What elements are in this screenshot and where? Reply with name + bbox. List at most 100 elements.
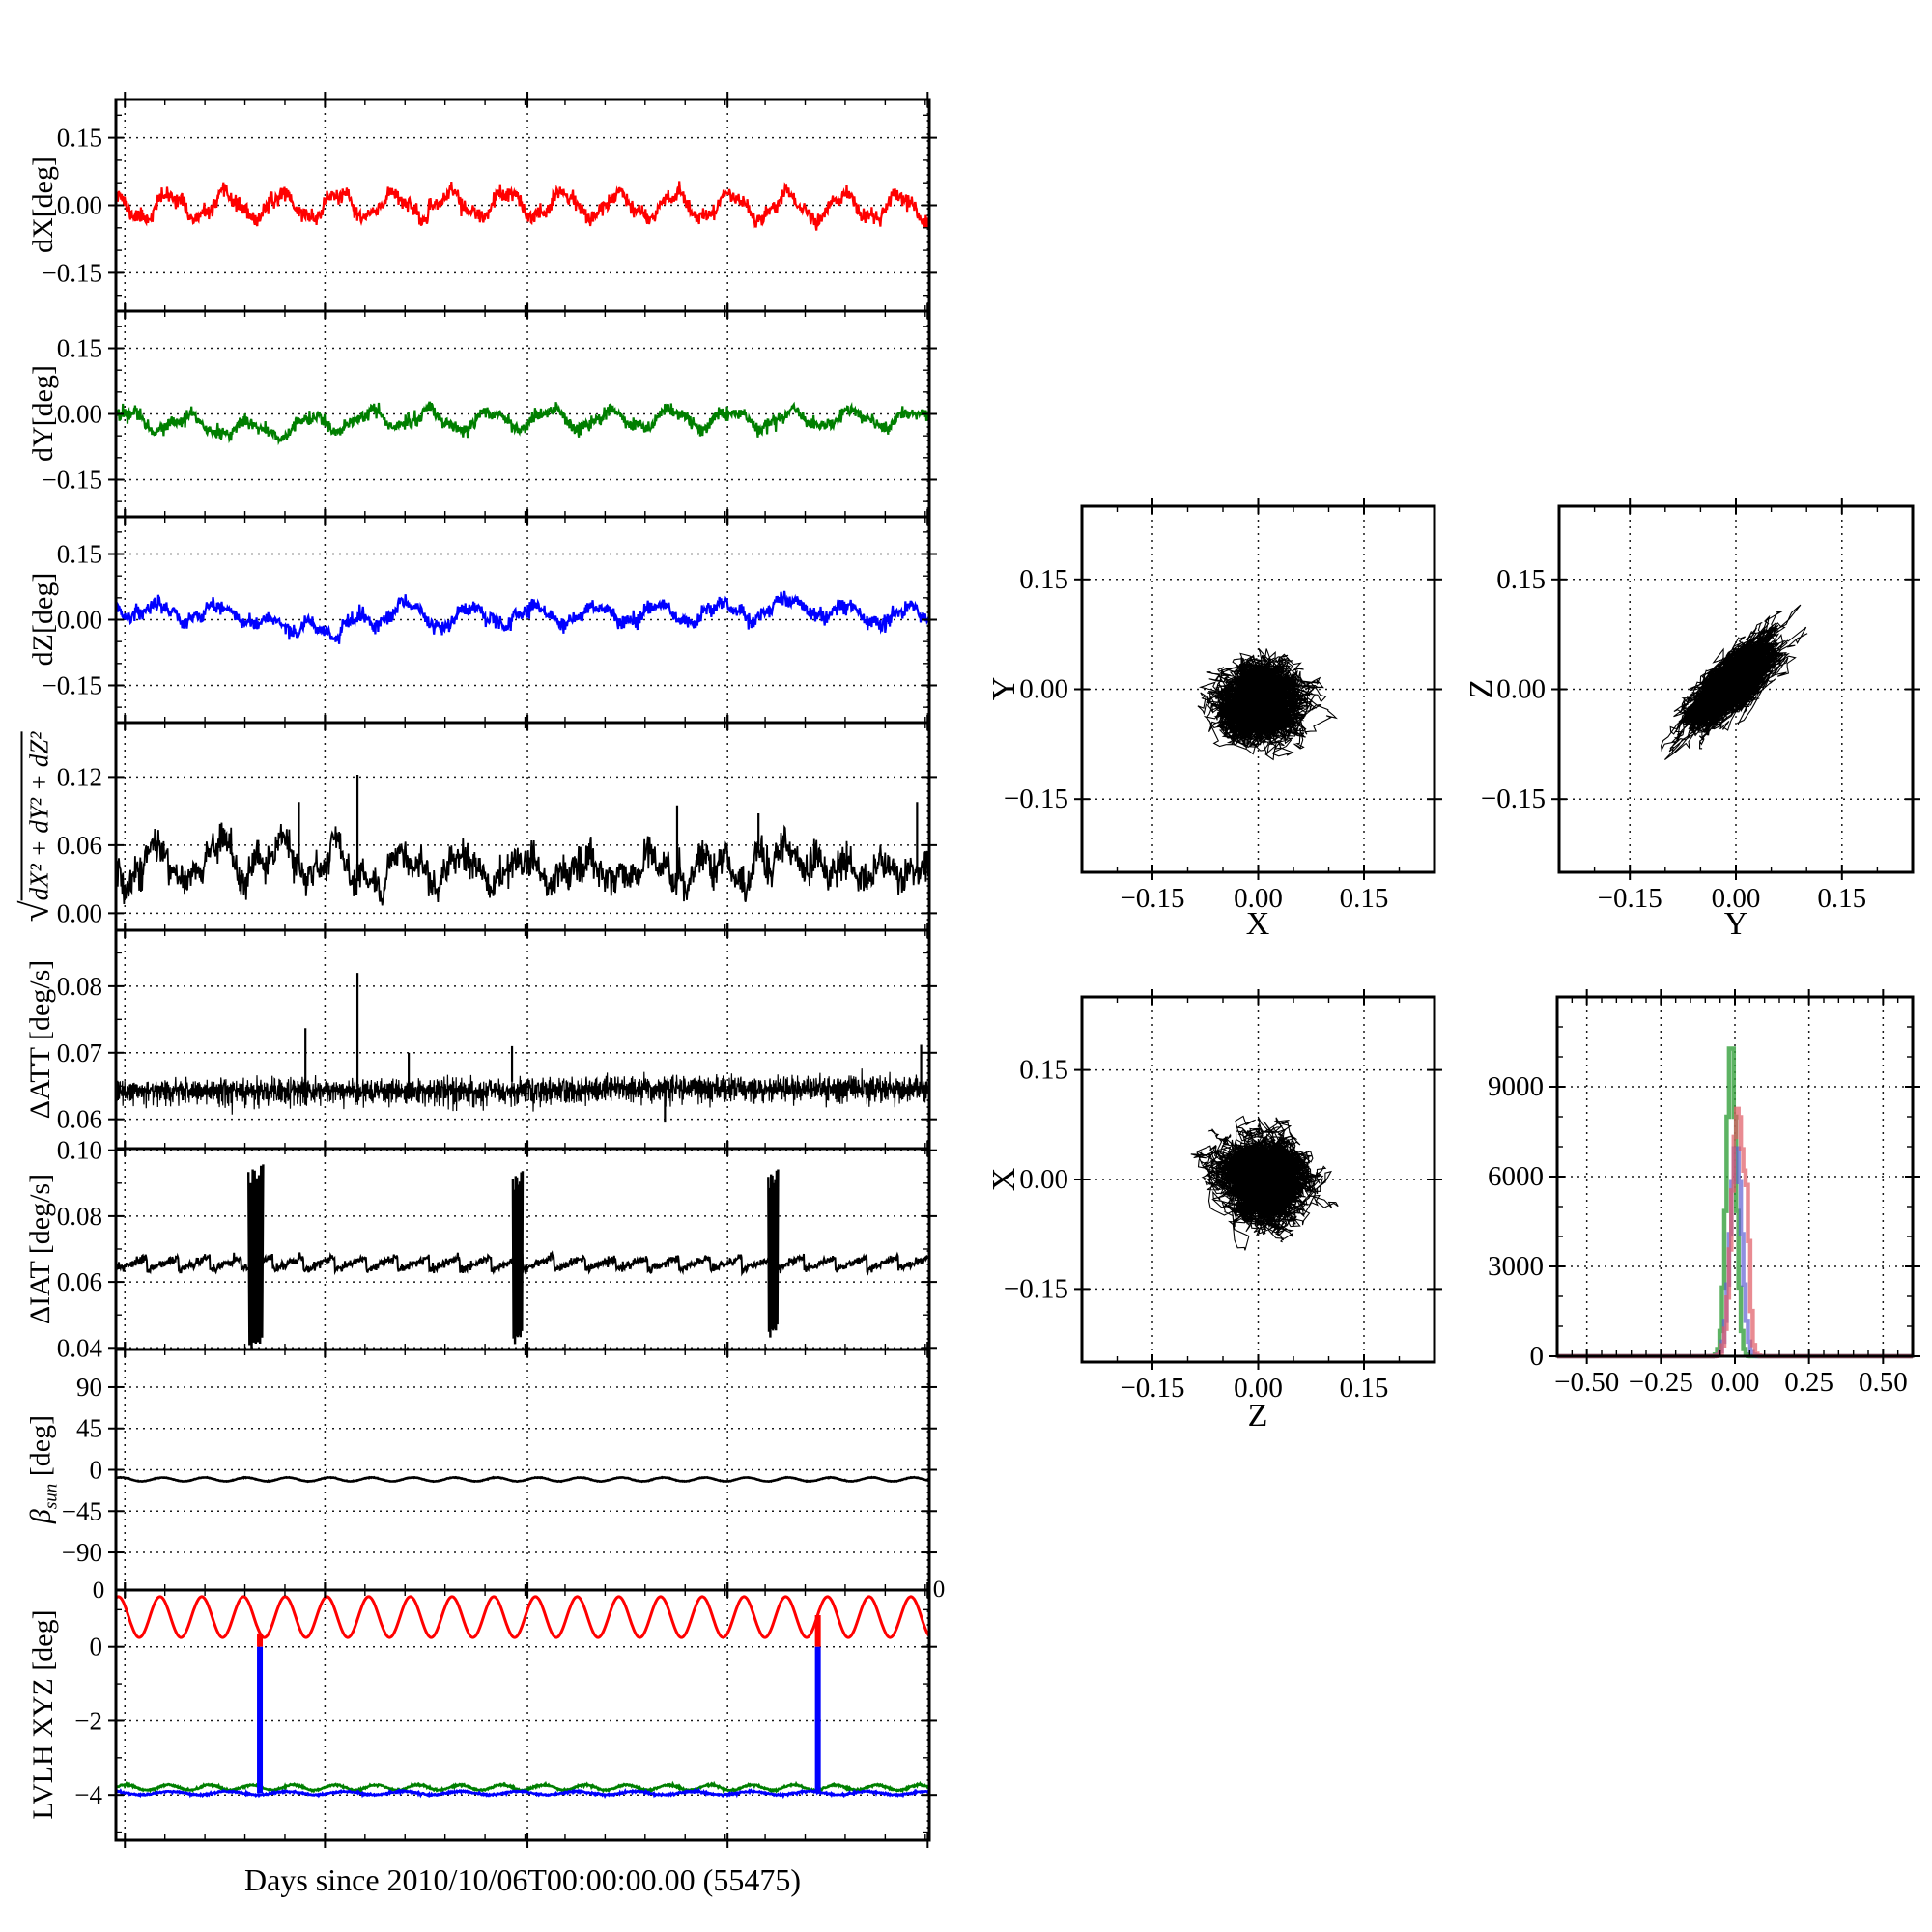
series-line-0 xyxy=(114,590,931,644)
scatter-y-label-text: Y xyxy=(986,676,1022,701)
x-axis-label-days: Days since 2010/10/06T00:00:00.00 (55475… xyxy=(244,1862,801,1897)
y-tick-label: 0 xyxy=(90,1633,103,1662)
plot-area-dX-timeseries: 0.15 0.00 −0.15 xyxy=(43,92,937,319)
y-tick-label: 0.15 xyxy=(1496,564,1546,595)
panel-scatter-x-vs-z: 0.15 0.00 −0.15 −0.15 0.00 0.15 xyxy=(1004,989,1442,1404)
y-axis-label-beta-sun: βsun [deg] xyxy=(25,1415,63,1523)
plot-area-rss-timeseries: 0.12 0.06 0.00 xyxy=(57,715,937,938)
y-tick-label: −4 xyxy=(74,1780,102,1809)
beta-symbol: β xyxy=(24,1509,57,1524)
beta-subscript: sun xyxy=(41,1483,62,1510)
y-tick-label: 0.08 xyxy=(57,972,102,1001)
scatter-x-label-text: X xyxy=(986,1167,1022,1192)
y-tick-label: 0.00 xyxy=(57,400,102,429)
plot-area-delta-iat-timeseries: 0.10 0.08 0.06 0.04 xyxy=(57,1136,937,1362)
axes-border xyxy=(114,721,931,932)
panel-rss: 0.12 0.06 0.00 xyxy=(57,715,937,938)
series-line-0 xyxy=(115,1068,930,1115)
x-tick-label: −0.50 xyxy=(1554,1367,1619,1398)
x-tick-label: 0.50 xyxy=(1859,1367,1908,1398)
axes-border xyxy=(114,1588,931,1842)
scatter-core xyxy=(1228,1146,1304,1216)
y-tick-label: 0.00 xyxy=(57,606,102,635)
plot-area-scatter-y-vs-x: 0.15 0.00 −0.15 −0.15 0.00 0.15 xyxy=(1004,498,1442,914)
panel-delta-iat: 0.10 0.08 0.06 0.04 xyxy=(57,1136,937,1362)
y-tick-label: 45 xyxy=(76,1414,102,1443)
x-tick-label: −0.25 xyxy=(1629,1367,1693,1398)
y-tick-label: 0.00 xyxy=(1019,1164,1068,1195)
scatter-tail xyxy=(1215,1151,1239,1177)
panel-dx: 0.15 0.00 −0.15 xyxy=(43,92,937,319)
y-axis-label-delta-att-text: ΔATT [deg/s] xyxy=(24,959,56,1120)
x-tick-label: 0.00 xyxy=(1234,883,1283,914)
y-tick-label: 90 xyxy=(76,1373,102,1402)
y-tick-label: 0.00 xyxy=(1496,674,1546,705)
scatter-tail xyxy=(1275,671,1297,687)
y-tick-label: −45 xyxy=(62,1496,102,1525)
burst xyxy=(247,1164,265,1351)
plot-area-dZ-timeseries: 0.15 0.00 −0.15 xyxy=(43,509,937,730)
series-line-2 xyxy=(114,1786,930,1800)
y-tick-label: 0.00 xyxy=(57,191,102,220)
panel-beta-sun: 90 45 0 −45 −90 xyxy=(62,1342,937,1598)
y-axis-label-dz: dZ[deg] xyxy=(27,573,60,667)
sqrt-radical-sign: √ xyxy=(13,900,57,923)
series-line-0 xyxy=(115,1475,930,1484)
x-tick-label: −0.15 xyxy=(1120,1373,1184,1404)
x-tick-label: 0.15 xyxy=(1340,1373,1389,1404)
y-tick-label: 0.00 xyxy=(1019,674,1068,705)
x-tick-label: 0.25 xyxy=(1784,1367,1833,1398)
x-tick-label: 0.00 xyxy=(1234,1373,1283,1404)
x-tick-label: 0.00 xyxy=(1711,1367,1760,1398)
y-tick-label: −0.15 xyxy=(1481,783,1546,814)
y-axis-label-delta-iat-text: ΔIAT [deg/s] xyxy=(24,1173,56,1325)
y-tick-label: 0 xyxy=(1530,1341,1545,1372)
plot-area-scatter-x-vs-z: 0.15 0.00 −0.15 −0.15 0.00 0.15 xyxy=(1004,989,1442,1404)
y-axis-label-scatter-x: X xyxy=(986,1168,1023,1192)
beta-unit: [deg] xyxy=(24,1414,57,1484)
y-axis-label-dx: dX[deg] xyxy=(27,156,60,253)
x-axis-label-scatter-x1: X xyxy=(1245,906,1270,942)
y-axis-label-delta-iat: ΔIAT [deg/s] xyxy=(24,1174,57,1324)
scatter-tail xyxy=(1683,686,1710,710)
x-axis-label-scatter-z3: Z xyxy=(1247,1398,1268,1434)
y-tick-label: 0.15 xyxy=(1019,564,1068,595)
plot-area-scatter-z-vs-y: 0.15 0.00 −0.15 −0.15 0.00 0.15 xyxy=(1481,498,1920,914)
y-tick-label: 0.12 xyxy=(57,762,102,791)
y-tick-label: 0.15 xyxy=(57,540,102,569)
y-axis-label-lvlh: LVLH XYZ [deg] xyxy=(27,1609,60,1819)
y-axis-label-lvlh-text: LVLH XYZ [deg] xyxy=(27,1609,59,1820)
x-tick-label: 0.15 xyxy=(1817,883,1866,914)
plot-area-delta-att-timeseries: 0.08 0.07 0.06 xyxy=(57,923,937,1156)
plot-area-dY-timeseries: 0.15 0.00 −0.15 xyxy=(43,303,937,525)
hist-step-dX-hist xyxy=(1557,1046,1913,1359)
y-tick-label: 0.07 xyxy=(57,1038,102,1067)
y-tick-label: 0.00 xyxy=(57,898,102,927)
scatter-tail xyxy=(1698,702,1727,750)
y-tick-label: 0.15 xyxy=(57,334,102,363)
y-tick-label: 0.15 xyxy=(1019,1055,1068,1086)
y-tick-label: −2 xyxy=(74,1706,102,1735)
y-tick-label: 0.10 xyxy=(57,1136,102,1165)
panel-delta-att: 0.08 0.07 0.06 xyxy=(57,923,937,1156)
scatter-z-label-text: Z xyxy=(1463,678,1499,699)
beta-panel-corner-tick-left: 0 xyxy=(92,1577,105,1604)
x-axis-label-scatter-y2: Y xyxy=(1723,906,1748,942)
x-tick-label: −0.15 xyxy=(1598,883,1662,914)
y-tick-label: −0.15 xyxy=(43,258,102,287)
scatter-tail xyxy=(1208,1128,1247,1163)
hist-step-dY-hist xyxy=(1557,1106,1913,1359)
y-axis-label-delta-att: ΔATT [deg/s] xyxy=(24,960,57,1120)
y-axis-label-scatter-y: Y xyxy=(986,677,1023,701)
y-axis-label-dz-text: dZ[deg] xyxy=(27,572,59,667)
scatter-tail xyxy=(1214,687,1234,700)
beta-panel-corner-tick-right: 0 xyxy=(932,1577,946,1603)
y-tick-label: −0.15 xyxy=(1004,783,1068,814)
panel-scatter-z-vs-y: 0.15 0.00 −0.15 −0.15 0.00 0.15 xyxy=(1481,498,1920,914)
y-tick-label: 0.08 xyxy=(57,1202,102,1231)
panel-dy: 0.15 0.00 −0.15 xyxy=(43,303,937,525)
y-tick-label: 6000 xyxy=(1488,1161,1544,1192)
x-tick-label: 0.00 xyxy=(1712,883,1761,914)
scatter-tail xyxy=(1276,1196,1297,1226)
